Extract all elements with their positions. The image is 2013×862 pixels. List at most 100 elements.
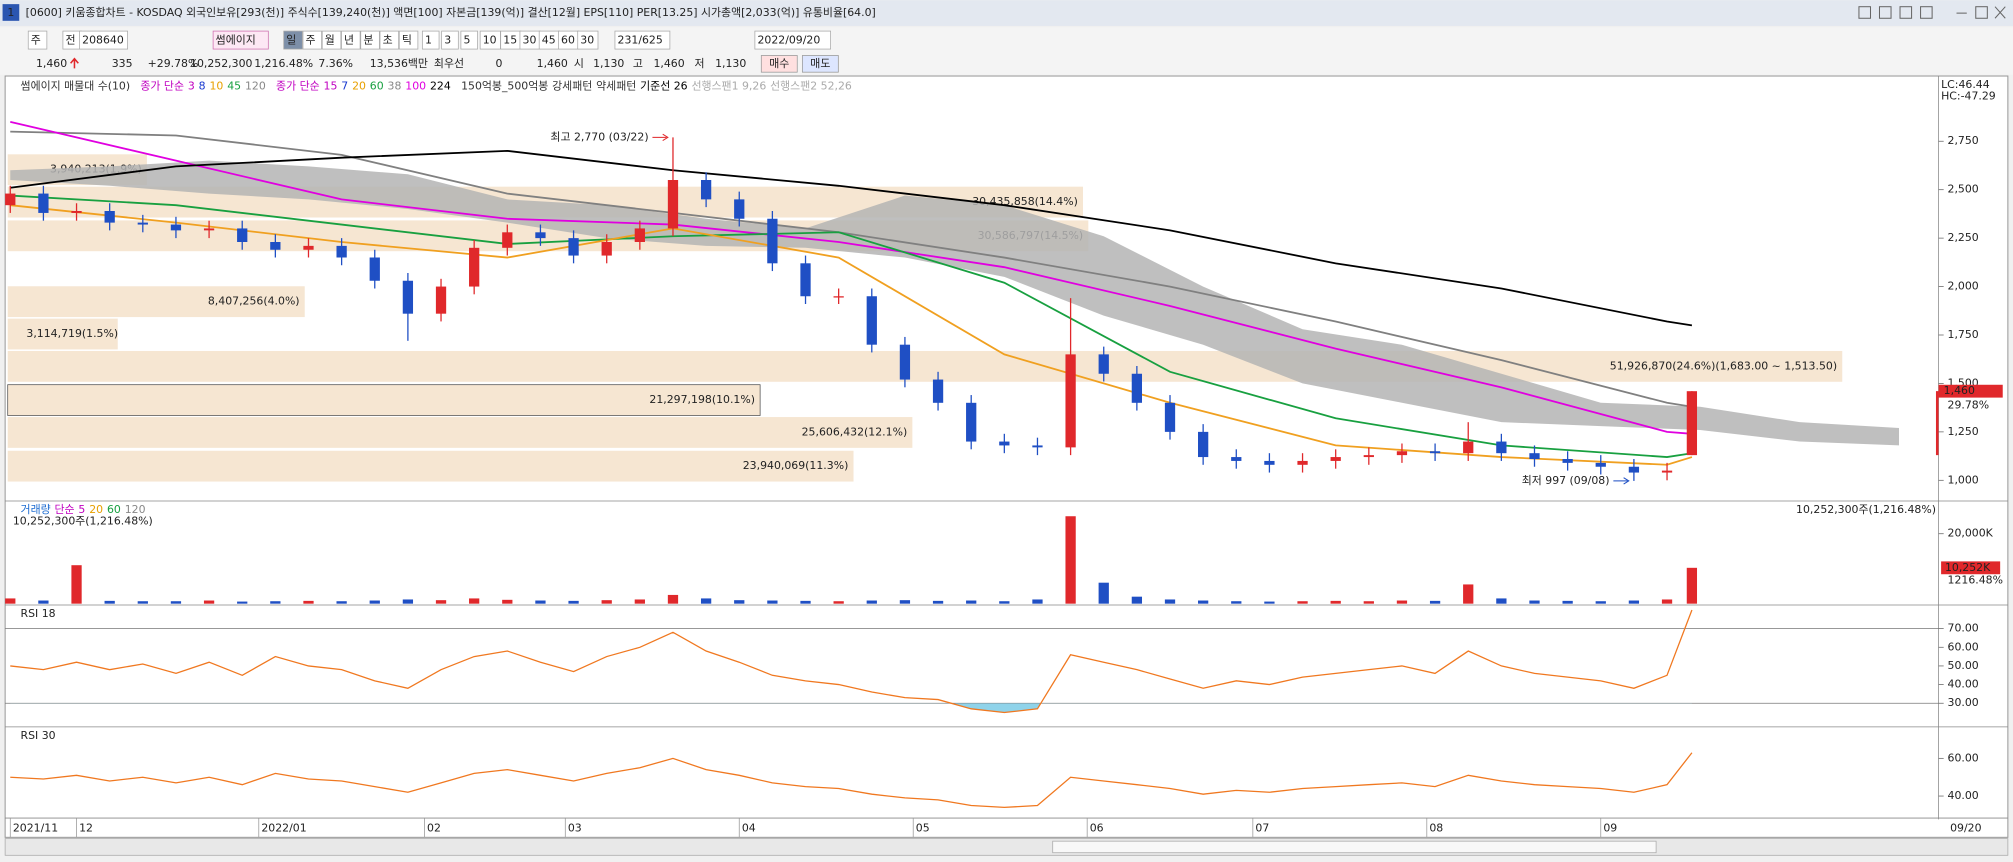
volume-bar [899, 600, 911, 604]
toolbar-button[interactable] [577, 30, 599, 50]
volume-profile-bar [7, 450, 854, 482]
volume-bar [966, 600, 977, 604]
toolbar-button[interactable] [283, 30, 303, 50]
control[interactable] [1858, 6, 1872, 19]
toolbar-label[interactable]: 분 [363, 34, 373, 47]
quote-item: 0 [496, 57, 503, 70]
toolbar-label[interactable]: 주 [31, 34, 41, 47]
candle-body [1529, 453, 1540, 459]
order-button-label[interactable]: 매수 [769, 57, 789, 70]
volume-bar [203, 600, 215, 604]
toolbar-label[interactable]: 10 [483, 34, 497, 47]
volume-bar [303, 600, 314, 604]
volume-bar [1628, 600, 1640, 604]
toolbar-button[interactable] [421, 30, 440, 50]
volume-bar [237, 601, 248, 604]
volume-bar [1330, 600, 1341, 604]
toolbar-button[interactable] [212, 30, 269, 50]
control[interactable] [1878, 6, 1892, 19]
control[interactable] [1899, 6, 1913, 19]
toolbar-label[interactable]: 2022/09/20 [757, 34, 820, 47]
legend: 거래량 단순 5 20 60 120 [21, 503, 146, 516]
candle-body [303, 245, 314, 250]
candle-body [336, 245, 347, 258]
toolbar-label[interactable]: 전 [65, 34, 75, 47]
toolbar-button[interactable] [379, 30, 400, 50]
toolbar-label[interactable]: 15 [503, 34, 517, 47]
scrollbar[interactable] [4, 838, 2009, 856]
toolbar-button[interactable] [398, 30, 419, 50]
quote-item: 1,130 [593, 57, 624, 70]
toolbar-label[interactable]: 틱 [402, 34, 412, 47]
content: 1 [0600] 키움종합차트 - KOSDAQ 외국인보유[293(천)] 주식… [5, 5, 2003, 838]
toolbar-button[interactable] [302, 30, 322, 50]
toolbar-button[interactable] [79, 30, 128, 50]
toolbar-label[interactable]: 일 [286, 33, 296, 47]
order-button-label[interactable]: 매도 [810, 57, 830, 70]
toolbar-label[interactable]: 208640 [82, 34, 124, 47]
volume-bar [1396, 600, 1408, 604]
last-volume-box [1941, 561, 2001, 575]
legend: 썸에이지 매물대 수(10) 종가 단순 3 8 10 45 120 종가 단순 15 7 20 60… [21, 78, 852, 92]
date-label: 09/20 [1950, 821, 1981, 834]
candle-body [833, 296, 844, 298]
volume-bar [71, 565, 82, 604]
volume-profile-label: 25,606,432(12.1%) [802, 425, 908, 438]
legend-entry: 38 [388, 79, 402, 92]
window-controls [1858, 6, 2006, 19]
volume-bar [1032, 599, 1043, 604]
legend-entry: 100 [405, 79, 426, 92]
order-button[interactable] [801, 55, 839, 73]
legend-entry: 150억봉_500억봉 [461, 79, 548, 92]
candle-body [800, 263, 811, 297]
toolbar-label[interactable]: 3 [444, 34, 451, 47]
y-tick-label: 60.00 [1948, 640, 1979, 653]
legend-entry: 선행스팬2 52,26 [770, 79, 852, 92]
volume-bar [932, 600, 944, 604]
toolbar-label[interactable]: 30 [523, 34, 537, 47]
panel-title: RSI 18 [21, 607, 56, 620]
toolbar-button[interactable] [321, 30, 342, 50]
annotation: 최저 997 (09/08) [1522, 474, 1610, 487]
volume-bar [402, 599, 414, 604]
quote-item: 1,460 [653, 57, 684, 70]
legend-entry: 강세패턴 [552, 79, 592, 92]
toolbar-label[interactable]: 썸에이지 [216, 34, 256, 47]
toolbar-button[interactable] [341, 30, 361, 50]
toolbar-label[interactable]: 45 [542, 34, 556, 47]
x-tick-label: 08 [1429, 821, 1443, 834]
toolbar-label[interactable]: 60 [561, 34, 575, 47]
toolbar-button[interactable] [27, 30, 48, 50]
toolbar-label[interactable]: 1 [425, 34, 432, 47]
toolbar-button[interactable] [614, 30, 671, 50]
volume-bar [667, 594, 679, 604]
toolbar-label[interactable]: 초 [383, 34, 393, 47]
candle-body [899, 344, 911, 380]
toolbar-button[interactable] [460, 30, 478, 50]
toolbar-button[interactable] [360, 30, 380, 50]
toolbar-label[interactable]: 년 [344, 34, 354, 47]
toolbar-label[interactable]: 월 [325, 34, 335, 47]
toolbar-label[interactable]: 주 [306, 34, 316, 47]
control[interactable] [1994, 6, 2006, 19]
legend-entry: 약세패턴 [596, 78, 636, 92]
toolbar-button[interactable] [441, 30, 459, 50]
toolbar-label[interactable]: 5 [463, 34, 470, 47]
control[interactable] [1975, 6, 1988, 19]
toolbar-button[interactable] [754, 30, 832, 50]
toolbar-label[interactable]: 231/625 [618, 34, 663, 47]
candle-body [170, 224, 182, 231]
candle-body [369, 257, 380, 281]
x-tick-label: 03 [568, 821, 582, 834]
toolbar-label[interactable]: 30 [580, 34, 594, 47]
y-tick-label: 50.00 [1948, 659, 1979, 672]
scroll-thumb[interactable] [1052, 840, 1657, 854]
order-button[interactable] [760, 55, 798, 73]
control[interactable] [1920, 6, 1933, 19]
quote-item: 1,460 [36, 57, 67, 70]
volume-bar [435, 600, 447, 604]
x-tick-label: 07 [1255, 821, 1269, 834]
annotation-arrowhead [662, 133, 669, 142]
legend-entry: 224 [430, 79, 451, 92]
